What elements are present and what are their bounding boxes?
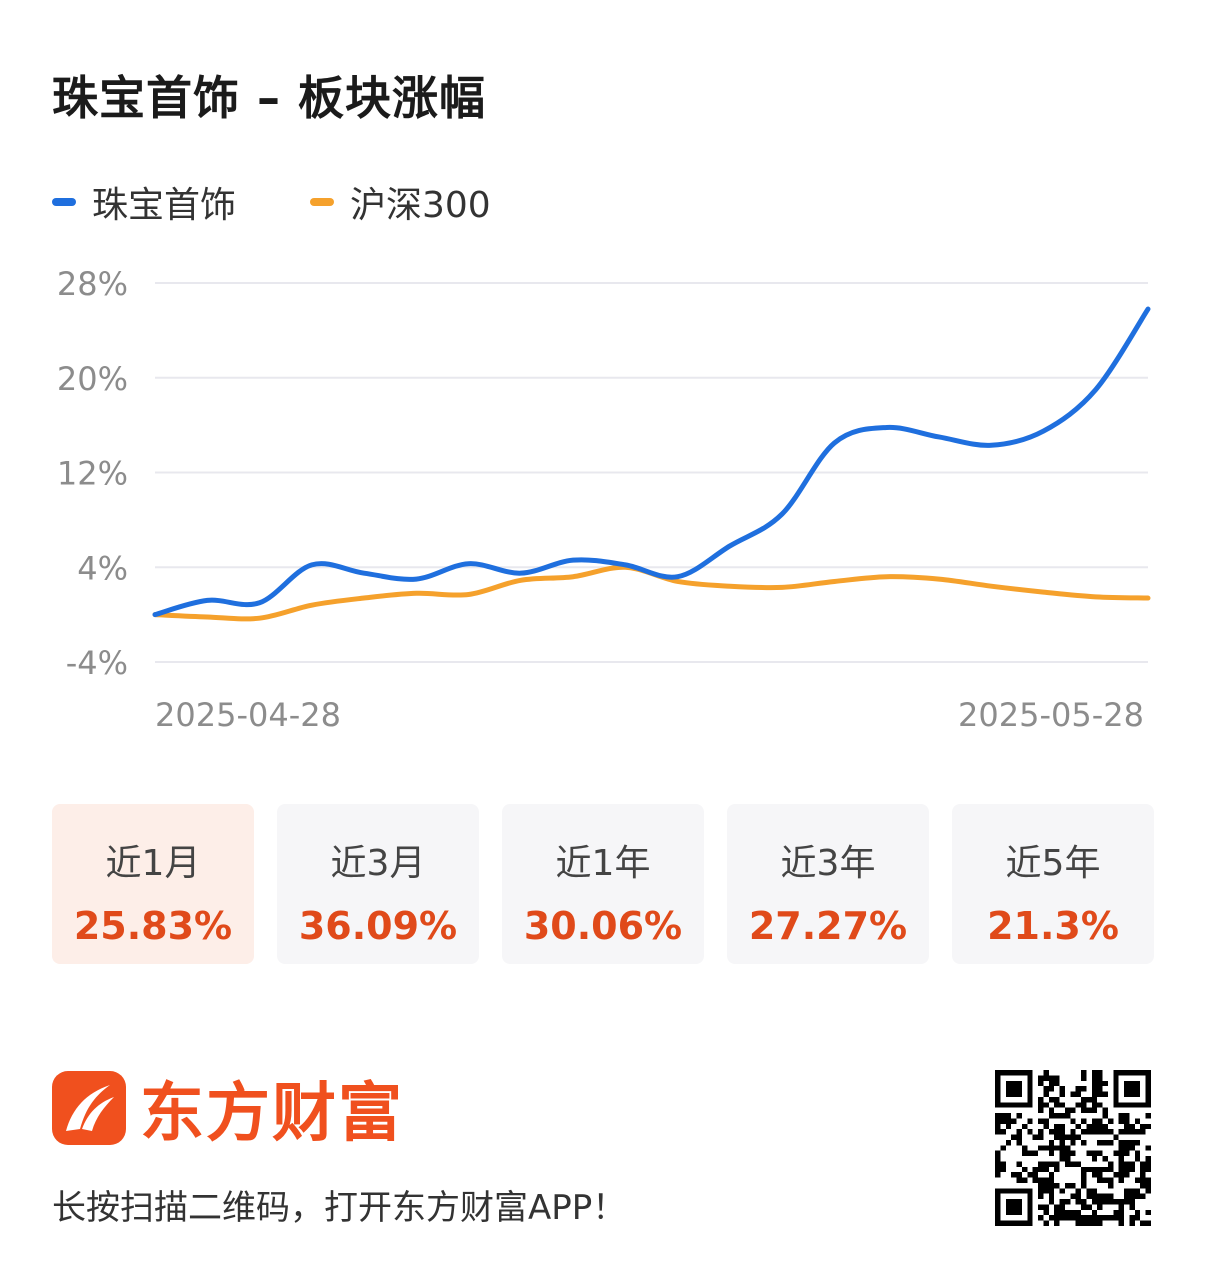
period-label: 近3年 — [780, 843, 876, 884]
period-value: 36.09% — [298, 904, 458, 948]
qr-code-icon[interactable] — [995, 1070, 1151, 1226]
y-tick-label: 4% — [77, 549, 128, 587]
period-tab-3y[interactable]: 近3年 27.27% — [727, 804, 929, 964]
period-value: 30.06% — [523, 904, 683, 948]
legend-swatch-series2 — [310, 198, 334, 206]
eastmoney-logo-icon — [52, 1071, 126, 1145]
legend-item-series2[interactable]: 沪深300 — [310, 176, 491, 228]
x-tick-label: 2025-04-28 — [155, 696, 341, 734]
line-chart: 28% 20% 12% 4% -4% 2025-04-28 2025-05-28 — [57, 265, 1151, 734]
period-label: 近5年 — [1005, 843, 1101, 884]
x-tick-label: 2025-05-28 — [958, 696, 1144, 734]
period-tab-3m[interactable]: 近3月 36.09% — [277, 804, 479, 964]
y-tick-label: 28% — [57, 265, 128, 303]
y-tick-label: 20% — [57, 360, 128, 398]
y-tick-label: 12% — [57, 455, 128, 493]
brand: 东方财富 — [52, 1070, 404, 1151]
legend-label-series1: 珠宝首饰 — [92, 185, 237, 226]
period-value: 25.83% — [73, 904, 233, 948]
period-label: 近1年 — [555, 843, 651, 884]
series-line-1 — [152, 306, 1151, 618]
y-tick-label: -4% — [66, 644, 128, 682]
period-label: 近3月 — [330, 843, 426, 884]
period-tab-1y[interactable]: 近1年 30.06% — [502, 804, 704, 964]
period-tab-5y[interactable]: 近5年 21.3% — [952, 804, 1154, 964]
brand-name: 东方财富 — [140, 1077, 404, 1151]
cta-text: 长按扫描二维码，打开东方财富APP！ — [52, 1188, 627, 1228]
legend-item-series1[interactable]: 珠宝首饰 — [52, 176, 236, 228]
period-tab-1m[interactable]: 近1月 25.83% — [52, 804, 254, 964]
period-label: 近1月 — [105, 843, 201, 884]
legend-swatch-series1 — [52, 198, 76, 206]
legend-label-series2: 沪深300 — [350, 185, 491, 226]
period-value: 27.27% — [748, 904, 908, 948]
period-value: 21.3% — [987, 904, 1119, 948]
period-tabs: 近1月 25.83% 近3月 36.09% 近1年 30.06% 近3年 27.… — [52, 804, 1154, 964]
page-title: 珠宝首饰 – 板块涨幅 — [52, 71, 487, 125]
